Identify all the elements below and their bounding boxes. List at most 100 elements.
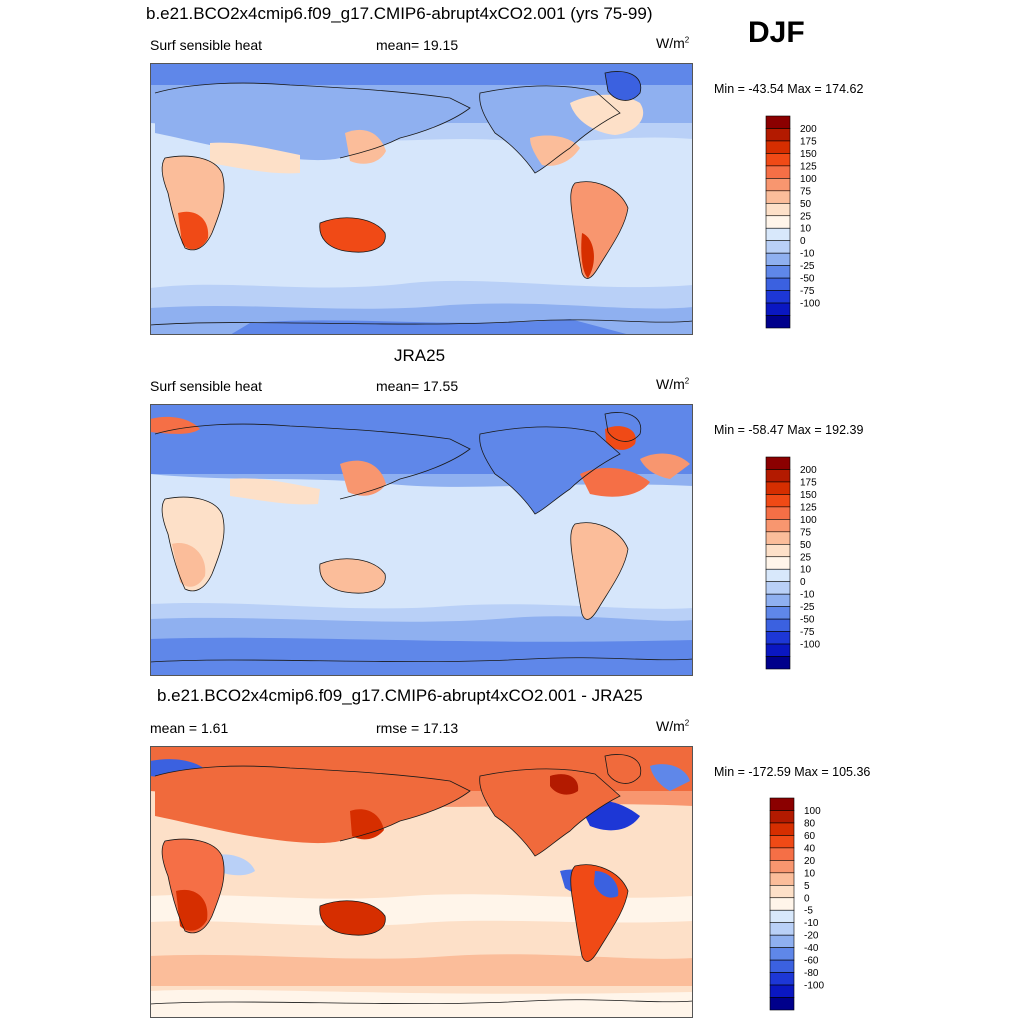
colorbar-swatch [769, 984, 795, 998]
colorbar-swatch [765, 531, 791, 545]
season-label: DJF [748, 16, 805, 49]
colorbar-swatch [769, 972, 795, 986]
colorbar-swatch [765, 656, 791, 670]
colorbar-tick-label: -40 [804, 943, 819, 954]
colorbar-tick-label: -75 [800, 286, 815, 297]
colorbar-tick-label: -10 [804, 918, 819, 929]
panel-1-map [150, 63, 693, 335]
colorbar-swatch [765, 115, 791, 129]
colorbar-tick-label: 125 [800, 502, 817, 513]
colorbar-swatch [765, 519, 791, 533]
colorbar-swatch [769, 934, 795, 948]
colorbar-tick-label: 40 [804, 843, 816, 854]
colorbar-swatch [765, 128, 791, 142]
colorbar-swatch [765, 581, 791, 595]
colorbar-swatch [765, 290, 791, 304]
colorbar-swatch [769, 997, 795, 1011]
colorbar-swatch [765, 240, 791, 254]
colorbar-tick-label: -50 [800, 274, 815, 285]
colorbar-tick-label: 200 [800, 465, 817, 476]
panel-2-minmax: Min = -58.47 Max = 192.39 [714, 423, 864, 437]
panel-3-minmax: Min = -172.59 Max = 105.36 [714, 765, 871, 779]
colorbar-swatch [765, 252, 791, 266]
colorbar-swatch [765, 606, 791, 620]
colorbar-swatch [769, 947, 795, 961]
colorbar-tick-label: -5 [804, 906, 813, 917]
colorbar-tick-label: -100 [800, 299, 820, 310]
colorbar-swatch [765, 543, 791, 558]
colorbar-swatch [769, 822, 795, 836]
colorbar-swatch [765, 165, 791, 179]
colorbar-tick-label: 20 [804, 856, 816, 867]
colorbar-tick-label: -60 [804, 956, 819, 967]
colorbar-swatch [765, 593, 791, 607]
colorbar-tick-label: 0 [804, 893, 810, 904]
panel-1-units: W/m2 [656, 35, 690, 51]
colorbar-swatch [765, 215, 791, 229]
colorbar-tick-label: -20 [804, 931, 819, 942]
colorbar-swatch [769, 959, 795, 973]
colorbar-swatch [765, 556, 791, 570]
colorbar-tick-label: 0 [800, 577, 806, 588]
colorbar-swatch [765, 302, 791, 316]
panel-3-mean-label: mean = 1.61 [150, 720, 229, 736]
colorbar-tick-label: 175 [800, 477, 817, 488]
colorbar-tick-label: 10 [800, 565, 812, 576]
colorbar-swatch [765, 227, 791, 242]
colorbar-tick-label: 100 [804, 806, 821, 817]
colorbar-swatch [769, 835, 795, 849]
colorbar-swatch [769, 897, 795, 911]
colorbar-swatch [769, 797, 795, 811]
colorbar-swatch [765, 456, 791, 470]
colorbar-swatch [765, 277, 791, 291]
colorbar-tick-label: 50 [800, 540, 812, 551]
colorbar-tick-label: -10 [800, 590, 815, 601]
panel-2-variable-label: Surf sensible heat [150, 378, 263, 394]
colorbar-swatch [765, 568, 791, 583]
colorbar-swatch [765, 506, 791, 520]
panel-2-title: JRA25 [394, 346, 446, 365]
colorbar-tick-label: 125 [800, 161, 817, 172]
colorbar-swatch [769, 872, 795, 886]
colorbar-swatch [765, 469, 791, 483]
panel-2-units: W/m2 [656, 376, 690, 392]
colorbar-swatch [765, 140, 791, 154]
colorbar-tick-label: 10 [800, 224, 812, 235]
panel-1-mean-label: mean= 19.15 [376, 37, 459, 53]
panel-3-map [150, 746, 693, 1018]
colorbar-tick-label: 75 [800, 186, 812, 197]
colorbar-swatch [765, 178, 791, 192]
colorbar-tick-label: 175 [800, 136, 817, 147]
colorbar-tick-label: 150 [800, 149, 817, 160]
colorbar-swatch [769, 847, 795, 861]
colorbar-swatch [765, 631, 791, 645]
colorbar-tick-label: 0 [800, 236, 806, 247]
colorbar-tick-label: 75 [800, 527, 812, 538]
colorbar-tick-label: 10 [804, 868, 816, 879]
panel-1-minmax: Min = -43.54 Max = 174.62 [714, 82, 864, 96]
colorbar-swatch [765, 190, 791, 204]
panel-1-variable-label: Surf sensible heat [150, 37, 263, 53]
panel-3-units: W/m2 [656, 718, 690, 734]
colorbar-tick-label: -75 [800, 627, 815, 638]
panel-3-title: b.e21.BCO2x4cmip6.f09_g17.CMIP6-abrupt4x… [157, 686, 643, 705]
panel-2-mean-label: mean= 17.55 [376, 378, 459, 394]
colorbar-swatch [765, 153, 791, 167]
colorbar-swatch [765, 315, 791, 329]
colorbar-tick-label: -25 [800, 261, 815, 272]
panel-3-rmse-label: rmse = 17.13 [376, 720, 459, 736]
colorbar-swatch [765, 618, 791, 632]
colorbar-tick-label: -100 [804, 981, 824, 992]
colorbar-tick-label: 100 [800, 174, 817, 185]
colorbar-swatch [769, 860, 795, 874]
colorbar-tick-label: -25 [800, 602, 815, 613]
colorbar-tick-label: -10 [800, 249, 815, 260]
colorbar-swatch [765, 643, 791, 657]
colorbar-tick-label: -50 [800, 615, 815, 626]
colorbar-swatch [769, 922, 795, 936]
panel-1-title: b.e21.BCO2x4cmip6.f09_g17.CMIP6-abrupt4x… [146, 4, 653, 23]
panel-2-map [150, 404, 693, 676]
